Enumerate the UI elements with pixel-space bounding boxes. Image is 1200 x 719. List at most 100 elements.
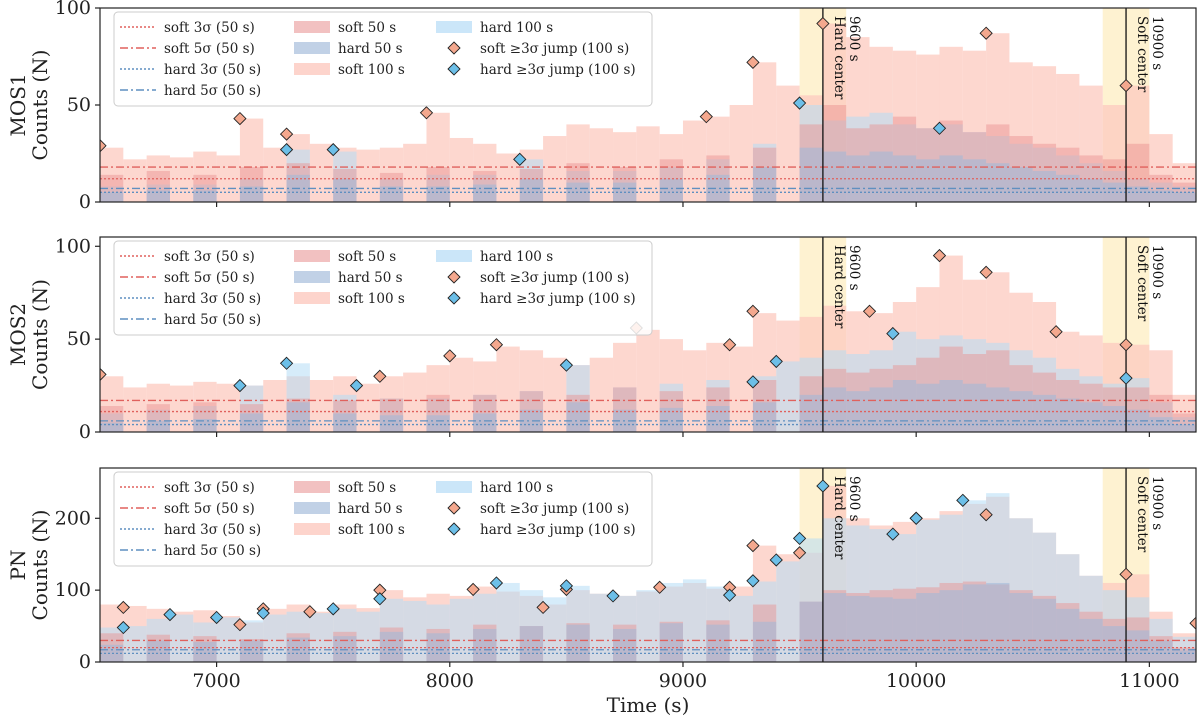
hard-50s-bar (1079, 178, 1103, 202)
center-label-0: Hard center (831, 16, 847, 100)
center-label-0: 9600 s (846, 476, 862, 522)
hard-50s-bar (1172, 650, 1196, 662)
hard-100s-bar (216, 617, 240, 662)
soft-100s-bar (449, 137, 474, 202)
hard-50s-bar (799, 601, 823, 662)
hard-50s-bar (1102, 626, 1127, 662)
hard-50s-bar (519, 409, 544, 432)
hard-50s-bar (822, 593, 847, 662)
hard-50s-bar (706, 624, 730, 662)
soft-jump-marker (979, 508, 993, 522)
x-tick-label: 7000 (192, 670, 240, 692)
hard-jump-marker (559, 579, 574, 593)
soft-100s-bar (543, 357, 567, 432)
legend-swatch (447, 62, 461, 76)
legend-entry: hard 5σ (50 s) (164, 83, 261, 99)
soft-jump-marker (1189, 616, 1196, 630)
soft-jump-marker (792, 546, 807, 560)
hard-50s-bar (146, 190, 170, 202)
hard-jump-marker (233, 378, 247, 393)
hard-50s-bar (100, 644, 124, 662)
soft-100s-bar (216, 383, 240, 432)
legend-box (113, 240, 653, 336)
hard-50s-bar (566, 182, 590, 202)
hard-jump-marker (886, 527, 900, 541)
legend-swatch (294, 271, 330, 283)
hard-50s-bar (962, 584, 987, 662)
hard-50s-bar (916, 159, 940, 202)
legend-entry: hard 3σ (50 s) (164, 62, 261, 78)
soft-jump-marker (279, 127, 294, 141)
panel-frame (99, 236, 1197, 433)
hard-100s-bar (123, 626, 147, 662)
soft-jump-marker (746, 538, 760, 553)
hard-50s-bar (986, 163, 1010, 202)
hard-50s-bar (100, 422, 124, 432)
y-tick-label: 100 (55, 235, 91, 257)
legend-swatch (294, 63, 330, 75)
soft-jump-marker (1119, 338, 1133, 352)
hard-50s-bar (892, 598, 917, 662)
soft-jump-marker (862, 304, 877, 318)
x-tick-label: 9000 (659, 670, 707, 692)
x-axis-label: Time (s) (607, 693, 690, 717)
center-label-1: Soft center (1134, 16, 1150, 93)
hard-50s-bar (1009, 167, 1033, 202)
hard-50s-bar (1079, 402, 1103, 432)
soft-100s-bar (309, 380, 334, 432)
hard-jump-marker (722, 588, 737, 602)
hard-50s-bar (193, 190, 217, 202)
hard-100s-bar (449, 598, 474, 662)
legend-entry: soft 50 s (338, 20, 396, 36)
legend-box (113, 471, 653, 567)
hard-100s-bar (636, 590, 660, 662)
hard-50s-bar (822, 151, 847, 202)
hard-jump-marker (932, 121, 947, 135)
hard-jump-marker (886, 326, 900, 341)
hard-jump-marker (746, 574, 760, 588)
soft-jump-marker (746, 304, 760, 318)
soft-100s-bar (589, 357, 614, 432)
y-axis-label: PN (6, 550, 30, 581)
legend-box (113, 11, 653, 107)
hard-jump-marker (769, 354, 783, 369)
hard-jump-marker (909, 511, 923, 525)
hard-100s-bar (543, 597, 567, 662)
y-axis-label: Counts (N) (28, 510, 52, 621)
hard-50s-bar (1172, 424, 1196, 432)
legend-entry: soft 100 s (338, 522, 405, 538)
legend-swatch (294, 502, 330, 514)
hard-jump-marker (792, 531, 807, 546)
hard-50s-bar (939, 590, 963, 662)
legend-swatch (447, 291, 461, 305)
plot-area (100, 468, 1196, 662)
soft-100s-bar (403, 372, 427, 432)
hard-jump-marker (559, 358, 574, 372)
hard-jump-marker (489, 576, 504, 590)
legend-entry: hard ≥3σ jump (100 s) (480, 291, 636, 307)
hard-50s-bar (1126, 630, 1150, 662)
legend-swatch (294, 292, 330, 304)
soft-100s-bar (776, 85, 800, 202)
legend-entry: hard 50 s (338, 501, 403, 517)
hard-50s-bar (1032, 598, 1057, 662)
hard-50s-bar (473, 628, 497, 662)
soft-jump-marker (443, 349, 457, 363)
hard-50s-bar (426, 186, 450, 202)
soft-100s-bar (543, 136, 567, 202)
hard-50s-bar (939, 155, 963, 202)
legend-swatch (436, 250, 472, 262)
soft-100s-bar (1126, 85, 1150, 202)
hard-50s-bar (379, 631, 404, 662)
hard-50s-bar (1149, 640, 1173, 662)
soft-100s-bar (636, 329, 660, 432)
soft-jump-marker (816, 16, 830, 31)
hard-50s-bar (752, 402, 777, 432)
legend-entry: soft ≥3σ jump (100 s) (480, 501, 629, 517)
center-label-0: 9600 s (846, 245, 862, 291)
hard-50s-bar (1126, 409, 1150, 432)
hard-50s-bar (659, 623, 683, 662)
hard-50s-bar (426, 415, 450, 432)
hard-50s-bar (1056, 398, 1080, 432)
legend-entry: soft 100 s (338, 62, 405, 78)
